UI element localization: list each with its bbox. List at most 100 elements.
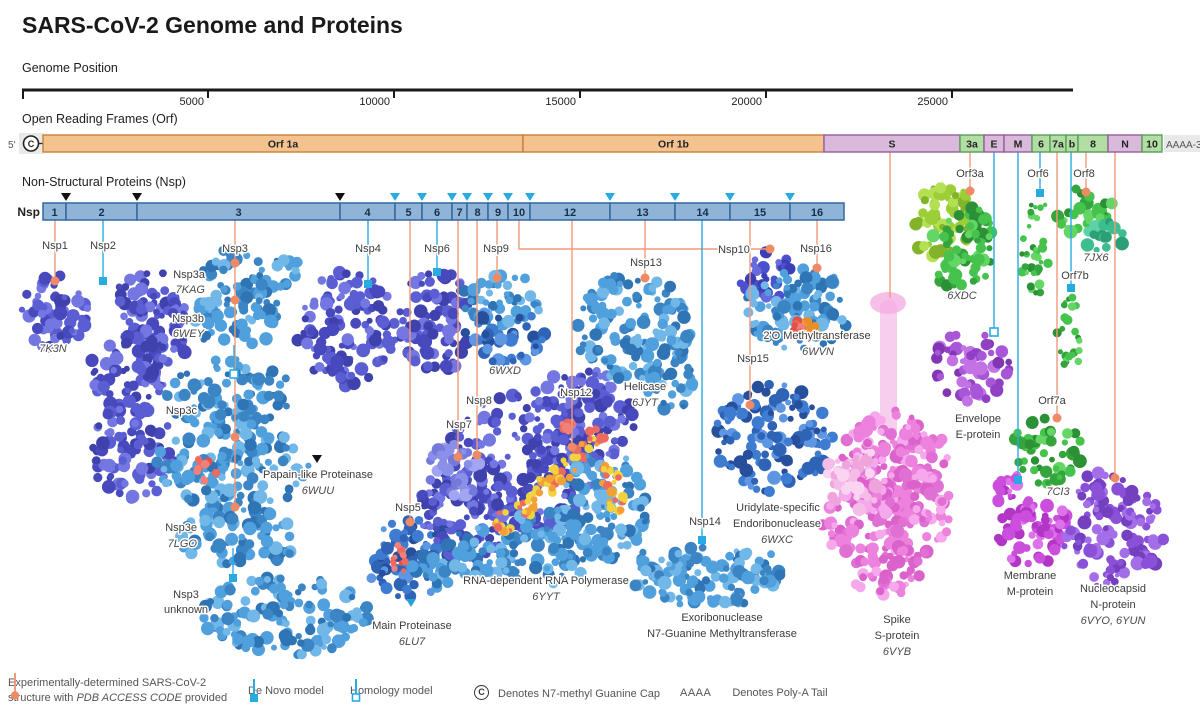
nsp3d-papain-structure — [151, 423, 312, 514]
orf-segment-label: 10 — [1146, 139, 1158, 151]
model-boundary-triangle — [670, 193, 680, 201]
legend-experimental-line1: Experimentally-determined SARS-CoV-2 — [8, 677, 207, 689]
model-boundary-triangle — [525, 193, 535, 201]
protein-name-label: Orf3a — [956, 168, 984, 180]
protein-name-label: unknown — [164, 604, 208, 616]
homology-model-marker — [229, 369, 239, 379]
protein-name-label: Nsp3a — [173, 269, 206, 281]
axis-tick-label: 10000 — [359, 96, 390, 108]
nucleocapsid-structure — [1061, 466, 1169, 591]
protein-name-label: Orf6 — [1027, 168, 1048, 180]
orf-segment-label: 3a — [966, 139, 978, 151]
model-boundary-triangle — [462, 193, 472, 201]
nsp3-unknown-structure — [199, 571, 374, 660]
nsp3c-structure — [161, 355, 290, 433]
protein-name-label: RNA-dependent RNA Polymerase — [463, 575, 629, 587]
pdb-structure-marker — [405, 517, 415, 527]
protein-name-label: Nsp3c — [166, 405, 198, 417]
nsp-segment-label: 12 — [564, 207, 576, 219]
orf-segment-label: M — [1014, 139, 1023, 151]
membrane-structure — [992, 471, 1075, 568]
protein-name-label: Membrane — [1004, 570, 1057, 582]
model-boundary-triangle — [785, 193, 795, 201]
nsp-segment-label: 6 — [434, 207, 440, 219]
nsp-segment-label: 4 — [364, 207, 371, 219]
protein-name-label: Nsp8 — [466, 395, 492, 407]
pdb-code-label: 6YYT — [532, 591, 561, 603]
pdb-structure-marker — [765, 244, 775, 254]
section-orf: Open Reading Frames (Orf) — [22, 112, 178, 126]
protein-name-label: Nsp16 — [800, 243, 832, 255]
nsp3b-structure — [187, 289, 282, 350]
nsp13-structure — [571, 272, 699, 416]
pdb-structure-marker — [453, 452, 463, 462]
spike-stalk — [880, 300, 897, 438]
nsp10-connector-line — [518, 220, 766, 250]
protein-name-label: Nsp5 — [395, 502, 421, 514]
orf8-structure — [1051, 184, 1129, 254]
pdb-structure-marker — [230, 432, 240, 442]
de-novo-model-marker — [1036, 189, 1044, 197]
model-boundary-triangle — [390, 193, 400, 201]
protein-name-label: Helicase — [624, 381, 666, 393]
axis-tick-label: 20000 — [731, 96, 762, 108]
cleavage-site-triangle — [312, 455, 322, 463]
protein-name-label: Nsp3 — [173, 589, 199, 601]
nsp15-structure — [711, 379, 838, 497]
protein-name-label: Envelope — [955, 413, 1001, 425]
legend-experimental-line2-pre: structure with — [8, 691, 77, 704]
protein-name-label: Nsp3e — [165, 522, 197, 534]
pdb-structure-marker — [745, 400, 755, 410]
protein-name-label: Exoribonuclease — [681, 612, 762, 624]
protein-name-label: N7-Guanine Methyltransferase — [647, 628, 797, 640]
pdb-structure-marker — [1110, 473, 1120, 483]
poly-a-background — [1164, 135, 1200, 152]
protein-name-label: Nsp14 — [689, 516, 721, 528]
protein-name-label: E-protein — [956, 429, 1001, 441]
legend-de-novo: De Novo model — [248, 678, 324, 702]
pdb-structure-marker — [1052, 413, 1062, 423]
model-boundary-triangle — [483, 193, 493, 201]
protein-name-label: 2'O Methyltransferase — [763, 330, 870, 342]
legend-cap-label: Denotes N7-methyl Guanine Cap — [498, 688, 661, 700]
pdb-code-label: 6XDC — [947, 290, 976, 302]
pdb-code-label: 6WVN — [802, 346, 834, 358]
pdb-code-label: 6LU7 — [399, 636, 426, 648]
pdb-structure-marker — [812, 263, 822, 273]
orf-segment-label: Orf 1b — [658, 139, 689, 151]
nsp-segment-label: 8 — [474, 207, 480, 219]
cleavage-site-triangle — [335, 193, 345, 201]
nsp-segment-label: 14 — [696, 207, 709, 219]
legend-poly-a: AAAA Denotes Poly-A Tail — [680, 680, 828, 701]
pdb-code-label: 7CI3 — [1046, 486, 1070, 498]
pdb-code-label: 6WXC — [761, 534, 793, 546]
spike-stalk-cap — [870, 292, 906, 314]
protein-name-label: Orf7b — [1061, 270, 1089, 282]
pdb-code-label: 7LGO — [168, 538, 198, 550]
legend-experimental-line2-post: provided — [181, 691, 228, 704]
nsp16-structure — [743, 263, 852, 353]
pdb-structure-marker — [50, 276, 60, 286]
model-boundary-triangle — [605, 193, 615, 201]
main-proteinase-pointer-triangle — [406, 599, 416, 607]
orf-segment-label: Orf 1a — [268, 139, 299, 151]
protein-name-label: Orf8 — [1073, 168, 1094, 180]
protein-name-label: Papain-like Proteinase — [263, 469, 373, 481]
de-novo-model-marker — [1067, 284, 1075, 292]
orf-segment-label: b — [1069, 139, 1075, 151]
circled-c-cap-icon: C — [474, 685, 489, 700]
de-novo-model-marker — [229, 574, 237, 582]
protein-name-label: Nsp15 — [737, 353, 769, 365]
orf3a-structure — [909, 182, 998, 292]
model-boundary-triangle — [725, 193, 735, 201]
nsp5-structure — [366, 515, 463, 602]
section-nsp: Non-Structural Proteins (Nsp) — [22, 175, 186, 189]
homology-model-marker — [989, 327, 999, 337]
nsp-segment-label: 9 — [495, 207, 501, 219]
legend-homology: Homology model — [350, 678, 433, 702]
orf6-structure — [1017, 202, 1053, 297]
nsp-segment-label: 2 — [98, 207, 104, 219]
protein-name-label: Nsp6 — [424, 243, 450, 255]
orf-segment-label: 6 — [1038, 139, 1044, 151]
nsp4-structure — [291, 265, 400, 393]
